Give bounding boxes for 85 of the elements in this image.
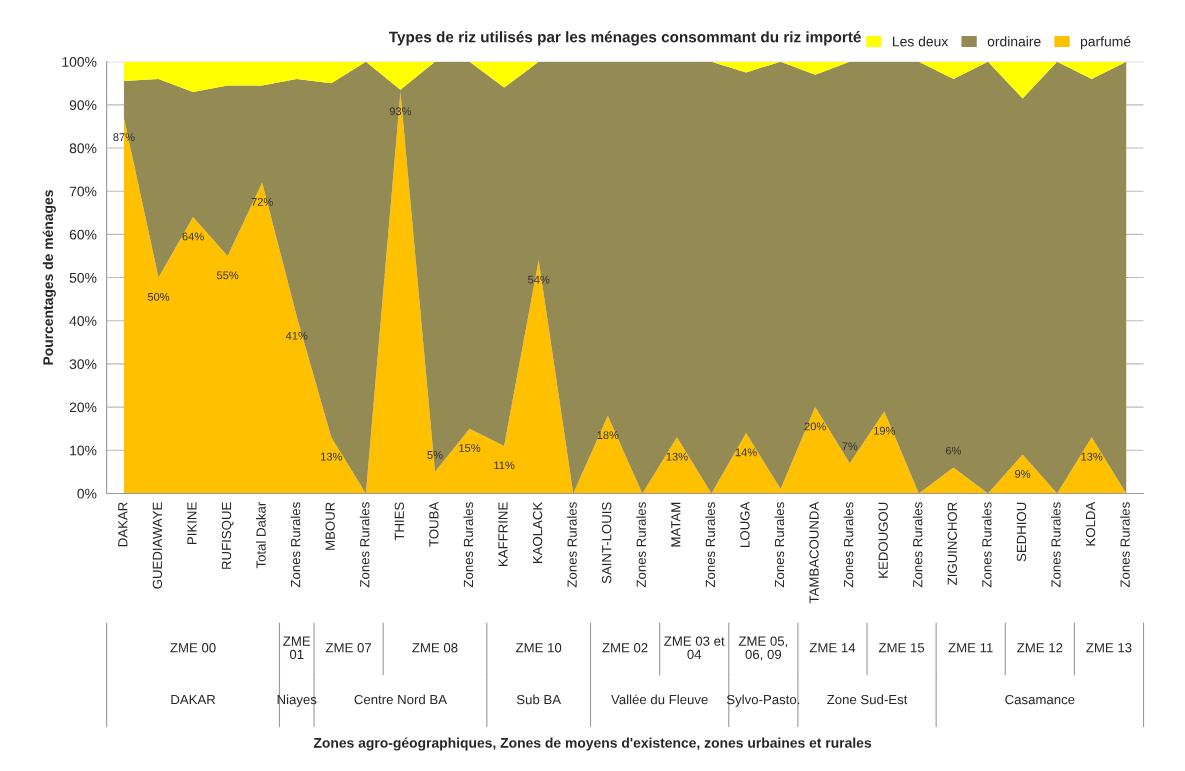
x-tick-label: Zones Rurales [774, 502, 785, 588]
x-tick-label: KEDOUGOU [878, 502, 888, 578]
text: ZME 10 [516, 643, 562, 653]
x-tick-label: KAFFRINE [498, 502, 508, 566]
text: Centre Nord BA [354, 694, 447, 705]
data-label: 18% [597, 431, 619, 439]
x-tick-label: Zones Rurales [912, 502, 923, 588]
data-label: 19% [874, 426, 896, 435]
y-tick-label: 80% [69, 143, 97, 154]
x-tick-label: SEDHIOU [1016, 502, 1027, 562]
x-tick-label: LOUGA [740, 501, 750, 547]
y-tick-label: 70% [69, 186, 97, 197]
x-tick-label: Zones Rurales [843, 502, 854, 588]
data-label: 11% [494, 461, 515, 470]
text: Sub BA [516, 694, 562, 705]
x-tick-label: Zones Rurales [636, 502, 646, 588]
x-tick-label: Zones Rurales [359, 502, 370, 588]
text: Sylvo-Pasto. [726, 694, 800, 707]
y-tick-label: 90% [69, 100, 97, 111]
x-tick-label: Zones Rurales [981, 502, 992, 588]
text: ZME 07 [325, 643, 372, 653]
x-tick-label: DAKAR [118, 502, 128, 547]
x-tick-label: KOLDA [1085, 501, 1096, 546]
text: ZME 00 [170, 643, 216, 653]
x-tick-label: RUFISQUE [221, 502, 234, 569]
data-label: 41% [285, 331, 308, 340]
data-label: 64% [182, 232, 204, 241]
text: Vallée du Fleuve [611, 694, 708, 705]
text: ZME 13 [1086, 643, 1132, 653]
x-tick-label: TAMBACOUNDA [809, 501, 819, 604]
text: ZME 03 et 04 [664, 636, 725, 660]
x-tick-label: MBOUR [325, 502, 335, 550]
y-axis-title: Pourcentages de ménages [42, 190, 56, 365]
legend-label: ordinaire [987, 36, 1041, 47]
data-label: 15% [459, 444, 481, 452]
x-tick-label: MATAM [671, 502, 681, 547]
x-tick-label: THIES [394, 502, 404, 541]
text: Zone Sud-Est [827, 694, 908, 705]
data-label: 14% [735, 448, 757, 457]
y-tick-label: 60% [69, 229, 97, 240]
x-tick-label: Zones Rurales [290, 502, 301, 588]
data-label: 72% [251, 197, 273, 206]
text: ZME 08 [412, 643, 458, 653]
text: ZME 02 [602, 643, 648, 653]
x-tick-label: Total Dakar [256, 501, 266, 569]
text: DAKAR [171, 695, 216, 705]
text: Zones agro-géographiques, Zones de moyens d'existence, zones urbaines et rurales [313, 737, 872, 751]
x-tick-label: Zones Rurales [463, 502, 474, 588]
y-tick-label: 30% [69, 359, 97, 370]
x-tick-label: ZIGUINCHOR [947, 502, 957, 585]
text: ZME 11 [948, 643, 993, 653]
x-tick-label: Zones Rurales [1120, 502, 1130, 588]
data-label: 7% [842, 442, 858, 451]
y-tick-label: 0% [77, 488, 97, 499]
y-tick-label: 100% [62, 57, 97, 67]
text: ZME 01 [283, 636, 311, 660]
text: ZME 12 [1017, 643, 1063, 653]
y-tick-label: 50% [69, 272, 97, 283]
y-tick-label: 10% [70, 445, 97, 456]
legend-label: Les deux [893, 36, 949, 47]
x-tick-label: Zones Rurales [567, 502, 577, 588]
text: ZME 05, 06, 09 [738, 636, 788, 661]
x-tick-label: Zones Rurales [1050, 502, 1061, 588]
data-label: 9% [1015, 469, 1031, 478]
text: ZME 15 [878, 643, 925, 653]
data-label: 6% [945, 446, 962, 455]
data-label: 13% [321, 452, 343, 461]
text: ZME 14 [809, 643, 856, 653]
data-label: 13% [666, 452, 688, 461]
x-tick-label: PIKINE [187, 502, 197, 544]
x-tick-label: GUEDIAWAYE [152, 502, 163, 589]
text: Niayes [277, 694, 317, 707]
x-tick-label: TOUBA [429, 501, 439, 547]
chart-title: Types de riz utilisés par les ménages consommant du riz importé [388, 31, 861, 46]
x-tick-label: KAOLACK [532, 501, 543, 564]
data-label: 55% [216, 271, 239, 280]
y-tick-label: 40% [69, 316, 97, 326]
y-tick-label: 20% [69, 402, 97, 413]
text: Casamance [1005, 694, 1075, 705]
legend-label: parfumé [1080, 36, 1131, 50]
data-label: 50% [147, 292, 170, 301]
x-tick-label: Zones Rurales [705, 502, 716, 588]
data-label: 13% [1081, 452, 1103, 461]
x-tick-label: SAINT-LOUIS [602, 502, 612, 584]
data-label: 20% [804, 422, 826, 431]
